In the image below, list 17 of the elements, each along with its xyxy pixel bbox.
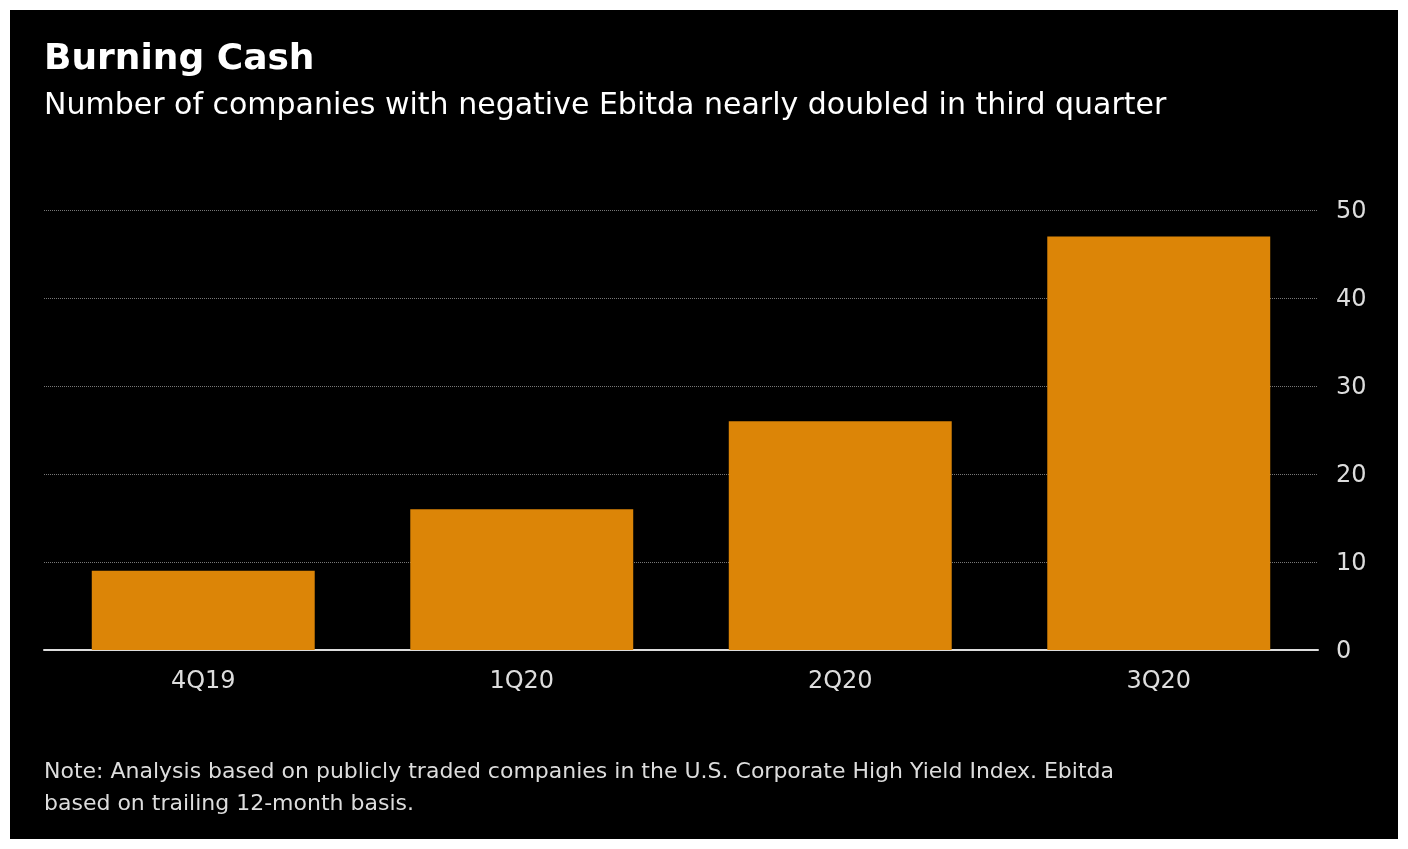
x-tick-label: 3Q20	[1126, 666, 1192, 694]
chart-title: Burning Cash	[44, 36, 315, 77]
x-tick-label: 4Q19	[170, 666, 236, 694]
bar	[1047, 236, 1271, 650]
y-tick-label: 40	[1336, 284, 1367, 312]
bar	[728, 421, 952, 650]
bar	[91, 570, 315, 650]
y-tick-label: 30	[1336, 372, 1367, 400]
x-tick-label: 2Q20	[807, 666, 873, 694]
y-tick-label: 10	[1336, 548, 1367, 576]
chart-subtitle: Number of companies with negative Ebitda nearly doubled in third quarter	[44, 86, 1167, 121]
bar	[410, 509, 634, 650]
y-tick-label: 20	[1336, 460, 1367, 488]
y-tick-label: 0	[1336, 636, 1352, 664]
y-tick-label: 50	[1336, 196, 1367, 224]
x-tick-label: 1Q20	[489, 666, 555, 694]
text: Note: Analysis based on publicly traded companies in the U.S. Corporate High Yield Index. Ebitda based on trailing 12-month basis.	[44, 757, 1116, 817]
